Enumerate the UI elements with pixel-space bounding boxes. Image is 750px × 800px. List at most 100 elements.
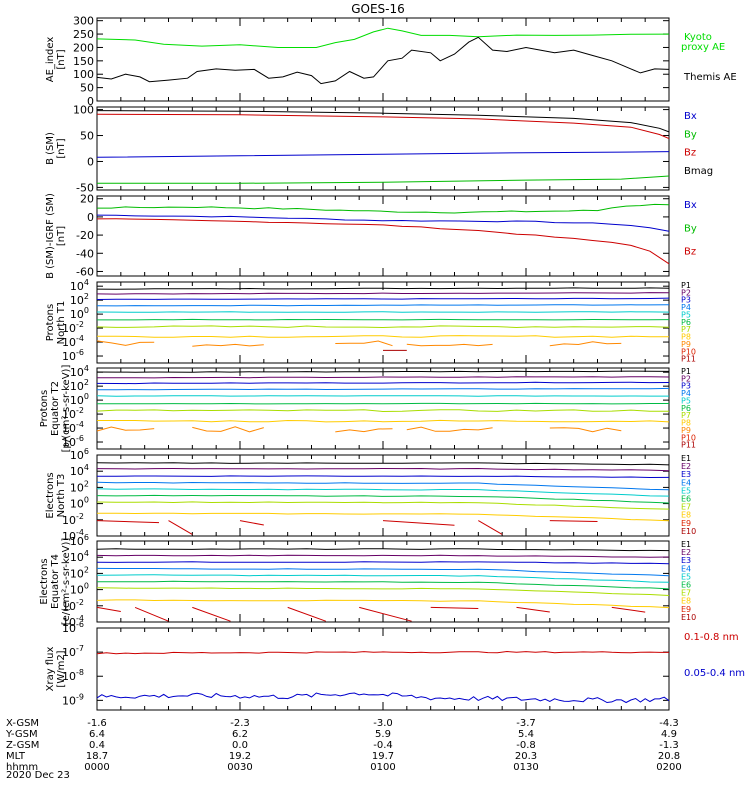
ytick-label-pt1-exp: 0: [84, 306, 89, 315]
series-pt2-ch9: [335, 428, 393, 433]
ytick-label-pt2-exp: -2: [76, 406, 84, 415]
panel-frame-ae: [96, 17, 670, 102]
ytick-label-pt1-exp: 4: [84, 278, 89, 287]
orbit-value: 19.2: [229, 751, 251, 762]
legend-pt1: P8: [681, 333, 691, 342]
series-bz: [96, 113, 670, 140]
ylabel-line-pt2: Protons: [39, 390, 50, 427]
ytick-label-pt1-exp: -4: [76, 334, 84, 343]
panel-bigrf: 20 0 -20 -40 -60 B (SM)-IGRF (SM) [nT] Bx By Bz: [45, 193, 697, 279]
ytick-label-bigrf: 0: [87, 211, 94, 224]
orbit-value: -3.7: [516, 718, 536, 729]
figure-title: GOES-16: [351, 2, 405, 16]
orbit-value: 0130: [513, 762, 538, 773]
orbit-value: -1.3: [659, 740, 679, 751]
legend-pt2: P5: [681, 396, 691, 405]
series-pt1-ch7: [96, 325, 670, 329]
series-et4-ch9: [287, 606, 326, 622]
ylabel-line-ae: [nT]: [56, 49, 67, 69]
series-pt2-ch2: [97, 376, 670, 379]
series-et3-ch7: [96, 501, 670, 510]
ytick-label-pt1: 104: [70, 278, 89, 293]
orbit-value: 0200: [656, 762, 681, 773]
series-et4-ch6: [97, 580, 670, 590]
orbit-value: -0.8: [516, 740, 536, 751]
series-pt1-ch9: [192, 343, 264, 347]
ytick-label-bigrf: -20: [76, 229, 94, 242]
series-pt1-ch9: [96, 340, 155, 346]
legend-et4: E5: [681, 572, 691, 581]
ytick-label-pt2-exp: -6: [76, 434, 84, 443]
ytick-label-pt1: 10-6: [62, 348, 84, 363]
series-et3-ch6: [96, 494, 670, 504]
series-pt1-ch9: [549, 341, 622, 347]
legend-et3: E2: [681, 462, 691, 471]
legend-et4: E9: [681, 605, 691, 614]
ytick-label-pt2: 100: [70, 392, 89, 407]
orbit-value: -4.3: [659, 718, 679, 729]
legend-et3: E6: [681, 495, 691, 504]
legend-et3: E7: [681, 503, 691, 512]
series-et4-ch9: [96, 606, 121, 612]
ytick-label-et4: 102: [70, 565, 89, 580]
ytick-label-pt1: 102: [70, 292, 89, 307]
legend-et3: E4: [681, 478, 691, 487]
series-themis-ae: [96, 36, 670, 85]
series-dbx: [96, 214, 670, 232]
series-et4-ch9: [134, 606, 169, 622]
ylabel-line-bigrf: [nT]: [56, 226, 67, 246]
legend-pt1: P11: [681, 355, 696, 364]
orbit-value: -2.3: [230, 718, 250, 729]
orbit-value: 0030: [227, 762, 252, 773]
ytick-label-ae: 150: [73, 55, 94, 68]
ylabel-et3: Electrons North T3: [45, 472, 67, 518]
orbit-value: 5.4: [518, 729, 534, 740]
panel-frame-bigrf: [96, 195, 670, 277]
ytick-label-pt2-exp: 0: [84, 392, 89, 401]
legend-bsm: Bmag: [684, 166, 713, 177]
series-et3-ch3: [97, 475, 670, 479]
ytick-label-et4: 104: [70, 549, 89, 564]
series-et3-ch2: [96, 467, 670, 472]
ytick-label-ae: 100: [73, 68, 94, 81]
series-et4-ch9: [359, 606, 412, 622]
ytick-label-bigrf: -40: [76, 247, 94, 260]
series-et3-ch4: [96, 481, 670, 491]
series-et3-ch9: [549, 520, 598, 522]
ylabel-pt1: Protons North T1: [45, 301, 67, 345]
orbit-value: 6.2: [232, 729, 248, 740]
ytick-label-xray-exp: -7: [76, 644, 84, 653]
ytick-label-et3-exp: 0: [84, 496, 89, 505]
ylabel-et4: Electrons Equator T4 [e/(cm²-s-sr-keV)]: [39, 538, 72, 626]
ytick-label-et4: 100: [70, 582, 89, 597]
ytick-label-bsm: -50: [76, 181, 94, 194]
orbit-value: 0000: [84, 762, 109, 773]
legend-bigrf: Bz: [684, 247, 696, 258]
ylabel-line-et4: [e/(cm²-s-sr-keV)]: [61, 538, 72, 626]
legend-et4: E6: [681, 581, 691, 590]
legend-pt1: P5: [681, 310, 691, 319]
series-pt2-ch9: [192, 426, 264, 433]
ytick-label-et4-exp: 4: [84, 549, 89, 558]
series-et3-ch9: [478, 520, 503, 535]
legend-pt1: P4: [681, 303, 691, 312]
series-et4-ch3: [96, 561, 670, 565]
series-et3-ch9: [168, 520, 193, 535]
legend-xray: 0.1-0.8 nm: [684, 632, 739, 643]
legend-pt2: P4: [681, 389, 691, 398]
ytick-label-et3: 104: [70, 463, 89, 478]
ytick-label-bsm: 0: [87, 155, 94, 168]
ytick-label-et4-exp: 0: [84, 582, 89, 591]
series-xray-short: [96, 692, 670, 704]
orbit-value: 18.7: [86, 751, 108, 762]
series-pt2-ch9: [96, 426, 155, 432]
ylabel-line-pt2: [p/(cm²-s-sr-keV)]: [61, 365, 72, 453]
orbit-value: 19.7: [372, 751, 394, 762]
panel-bsm: 100 50 0 -50 B (SM) [nT] Bx By Bz Bmag: [45, 104, 713, 195]
legend-pt1: P2: [681, 288, 691, 297]
orbit-label: MLT: [6, 751, 26, 762]
series-pt1-ch1: [96, 287, 670, 290]
